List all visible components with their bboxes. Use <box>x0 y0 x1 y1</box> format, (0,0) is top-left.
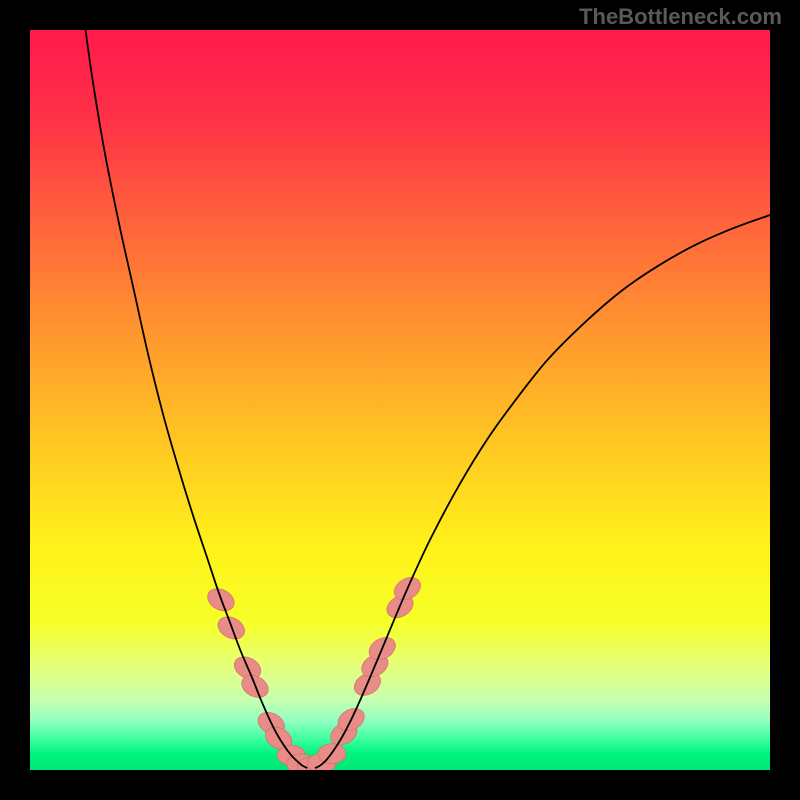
markers-group <box>204 573 425 770</box>
frame: TheBottleneck.com <box>0 0 800 800</box>
curve-overlay <box>30 30 770 770</box>
plot-area <box>30 30 770 770</box>
curve-right <box>316 215 770 768</box>
attribution-text: TheBottleneck.com <box>579 4 782 30</box>
curve-left <box>86 30 307 768</box>
